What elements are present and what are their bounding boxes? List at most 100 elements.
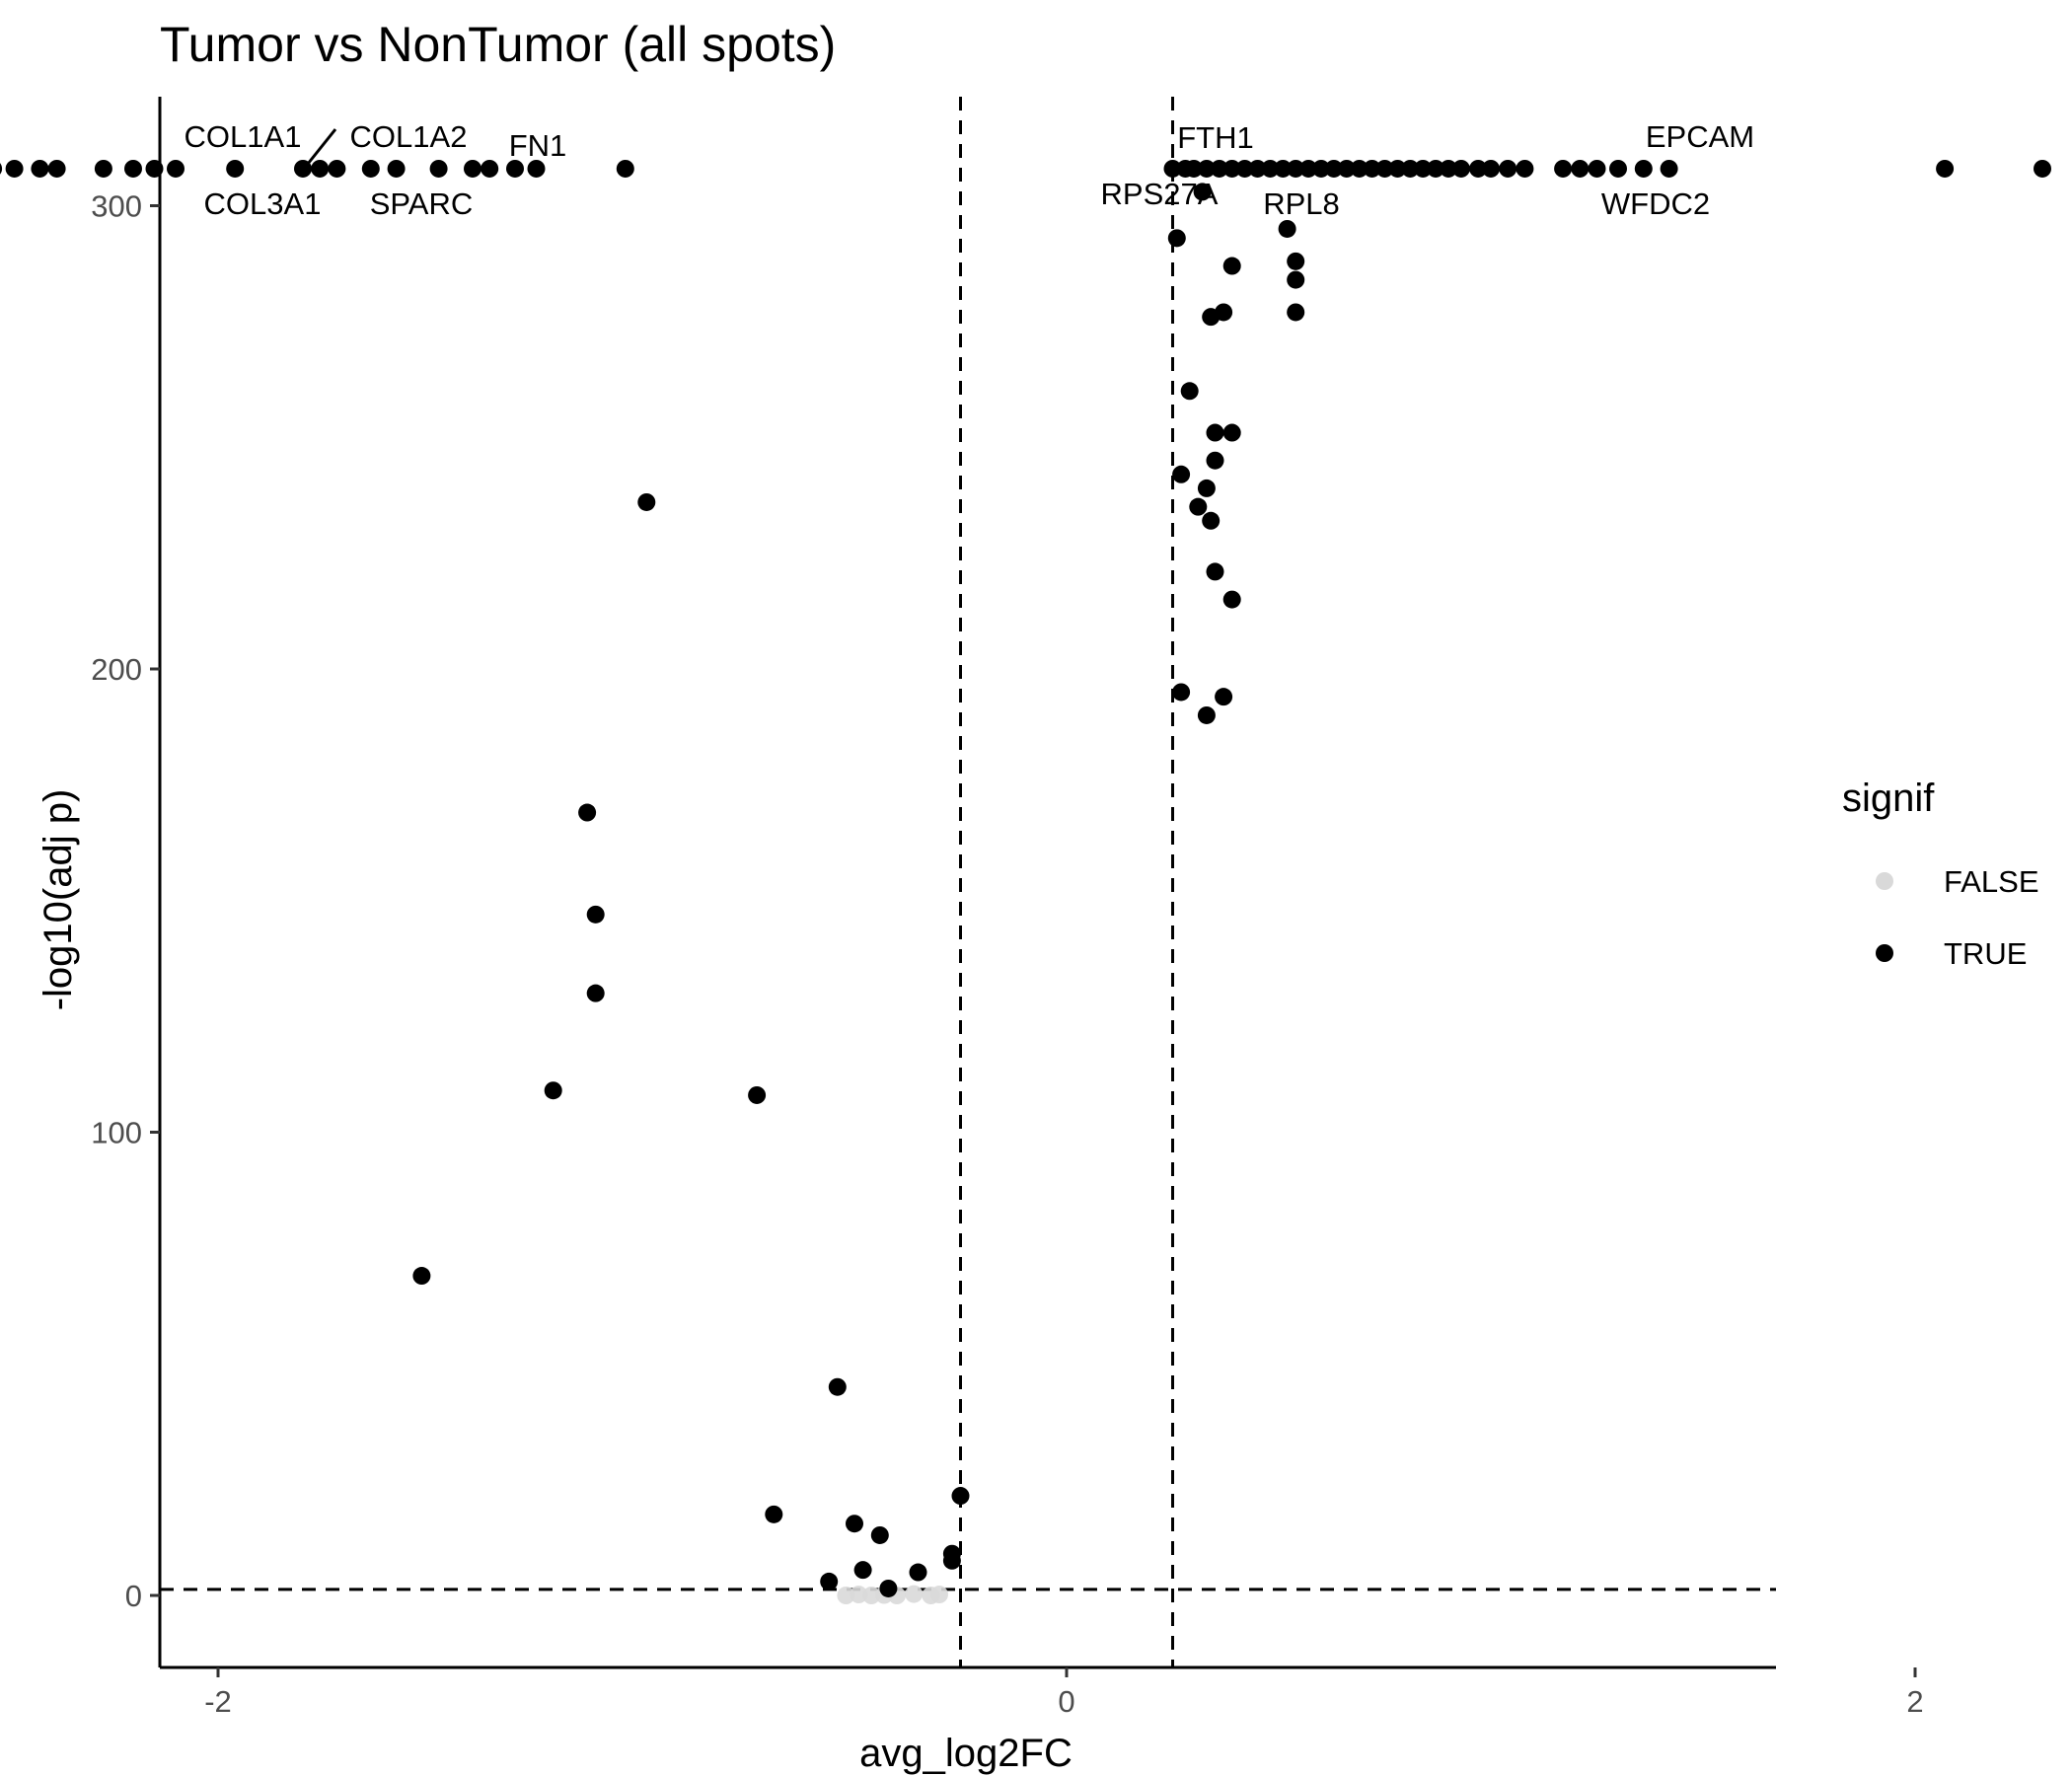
data-point-significant bbox=[1206, 451, 1224, 470]
data-point-significant bbox=[1222, 257, 1241, 275]
data-point-significant bbox=[1274, 159, 1293, 178]
data-point-significant bbox=[820, 1572, 839, 1591]
data-point-significant bbox=[1312, 159, 1330, 178]
data-point-significant bbox=[586, 905, 605, 924]
data-point-significant bbox=[1287, 303, 1305, 322]
y-tick-label: 100 bbox=[91, 1116, 142, 1150]
data-point-significant bbox=[1324, 159, 1343, 178]
data-point-significant bbox=[506, 159, 524, 178]
data-point-significant bbox=[544, 1081, 562, 1100]
data-point-significant bbox=[328, 159, 346, 178]
data-point-significant bbox=[1388, 159, 1407, 178]
gene-label-epcam: EPCAM bbox=[1646, 119, 1754, 154]
data-point-significant bbox=[1235, 159, 1254, 178]
data-point-significant bbox=[1299, 159, 1318, 178]
data-point-significant bbox=[1180, 382, 1199, 401]
data-point-significant bbox=[1222, 423, 1241, 442]
legend: signif FALSE TRUE bbox=[1842, 777, 2039, 971]
data-point-significant bbox=[1427, 159, 1445, 178]
data-point-significant bbox=[1202, 511, 1221, 530]
data-point-significant bbox=[1206, 423, 1224, 442]
data-point-significant bbox=[1287, 252, 1305, 270]
data-point-significant bbox=[1287, 159, 1305, 178]
data-point-significant bbox=[1222, 590, 1241, 609]
data-point-significant bbox=[1451, 159, 1470, 178]
data-point-significant bbox=[429, 159, 448, 178]
gene-label-col1a1: COL1A1 bbox=[185, 119, 302, 154]
data-point-significant bbox=[387, 159, 406, 178]
data-point-significant bbox=[1440, 159, 1457, 178]
data-point-significant bbox=[1482, 159, 1500, 178]
data-point-significant bbox=[1215, 688, 1233, 706]
significant-points bbox=[0, 159, 2051, 1597]
chart-title: Tumor vs NonTumor (all spots) bbox=[160, 17, 836, 72]
data-point-significant bbox=[1197, 479, 1216, 497]
data-point-significant bbox=[1163, 159, 1182, 178]
data-point-nonsignificant bbox=[905, 1585, 924, 1603]
data-point-significant bbox=[1350, 159, 1369, 178]
data-point-significant bbox=[1337, 159, 1356, 178]
data-point-significant bbox=[951, 1487, 970, 1506]
gene-label-wfdc2: WFDC2 bbox=[1601, 186, 1710, 221]
data-point-significant bbox=[1375, 159, 1394, 178]
data-point-significant bbox=[586, 984, 605, 1002]
data-point-significant bbox=[765, 1505, 783, 1523]
data-point-significant bbox=[1363, 159, 1381, 178]
label-leader-line bbox=[302, 128, 337, 170]
gene-labels: COL1A1 COL1A2 COL3A1 SPARC FN1 FTH1 RPS27A RPL8… bbox=[185, 119, 1755, 221]
data-point-significant bbox=[464, 159, 481, 178]
data-point-significant bbox=[1206, 562, 1224, 581]
gene-label-rps27a: RPS27A bbox=[1101, 177, 1219, 211]
legend-label-false: FALSE bbox=[1944, 864, 2039, 899]
data-point-significant bbox=[1634, 159, 1653, 178]
gene-label-col1a2: COL1A2 bbox=[350, 119, 468, 154]
data-point-significant bbox=[94, 159, 112, 178]
non-significant-points bbox=[837, 1585, 948, 1604]
data-point-significant bbox=[942, 1551, 961, 1570]
data-point-significant bbox=[879, 1579, 898, 1597]
data-point-significant bbox=[47, 159, 66, 178]
gene-label-fn1: FN1 bbox=[509, 128, 567, 163]
data-point-significant bbox=[1197, 159, 1216, 178]
data-point-significant bbox=[1609, 159, 1627, 178]
data-point-significant bbox=[1936, 159, 1955, 178]
gene-label-fth1: FTH1 bbox=[1177, 120, 1254, 155]
data-point-significant bbox=[870, 1525, 889, 1544]
data-point-significant bbox=[1287, 270, 1305, 289]
data-point-significant bbox=[226, 159, 245, 178]
reference-lines bbox=[160, 97, 1776, 1667]
gene-label-sparc: SPARC bbox=[370, 186, 474, 221]
data-point-significant bbox=[846, 1515, 863, 1533]
data-point-significant bbox=[578, 803, 597, 822]
data-point-significant bbox=[909, 1563, 927, 1582]
data-point-significant bbox=[361, 159, 380, 178]
legend-key-true bbox=[1876, 944, 1893, 962]
data-point-significant bbox=[1197, 705, 1216, 724]
data-point-nonsignificant bbox=[862, 1587, 881, 1604]
data-point-significant bbox=[167, 159, 185, 178]
data-point-significant bbox=[1167, 229, 1186, 248]
data-point-significant bbox=[748, 1085, 767, 1104]
data-point-significant bbox=[1172, 465, 1191, 483]
y-tick-label: 0 bbox=[125, 1579, 142, 1613]
data-point-significant bbox=[1248, 159, 1267, 178]
x-tick-label: 0 bbox=[1058, 1684, 1074, 1719]
data-point-significant bbox=[1588, 159, 1606, 178]
data-point-significant bbox=[0, 163, 3, 175]
data-point-significant bbox=[311, 159, 330, 178]
data-point-nonsignificant bbox=[837, 1587, 855, 1604]
legend-label-true: TRUE bbox=[1944, 936, 2027, 971]
data-point-significant bbox=[527, 159, 546, 178]
data-point-significant bbox=[481, 159, 499, 178]
data-point-significant bbox=[2034, 159, 2051, 178]
y-tick-label: 200 bbox=[91, 652, 142, 687]
data-point-significant bbox=[1401, 159, 1420, 178]
legend-title: signif bbox=[1842, 777, 1935, 820]
data-point-significant bbox=[5, 159, 24, 178]
data-point-significant bbox=[828, 1377, 847, 1396]
x-tick-label: 2 bbox=[1906, 1684, 1923, 1719]
data-point-significant bbox=[1660, 159, 1678, 178]
data-point-significant bbox=[1193, 183, 1212, 201]
